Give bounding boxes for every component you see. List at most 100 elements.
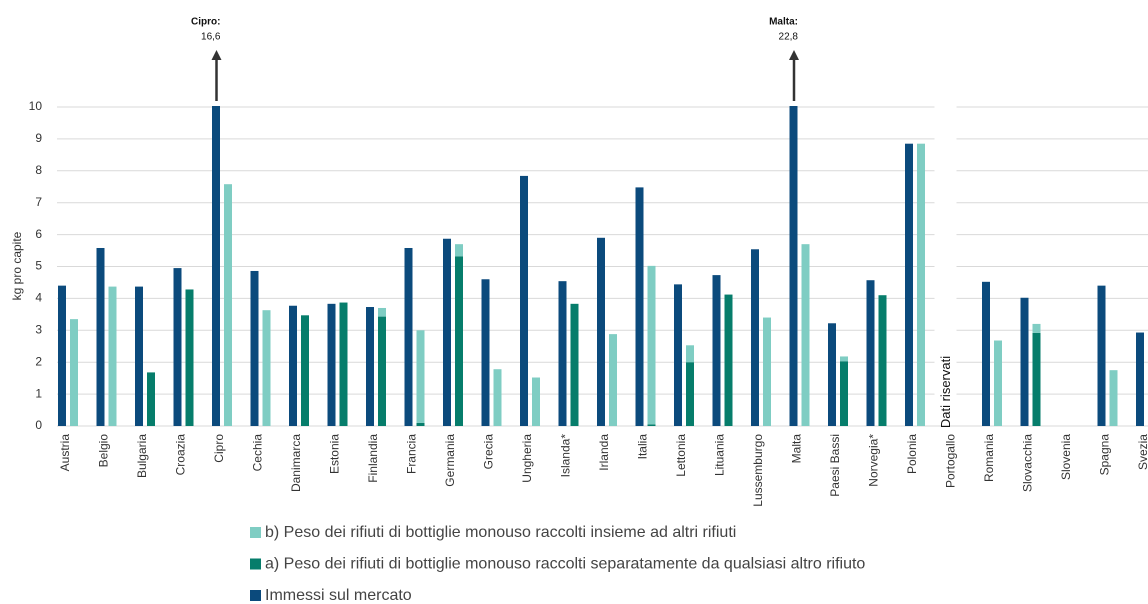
bar xyxy=(404,247,413,426)
bar xyxy=(905,143,913,426)
bar xyxy=(789,106,798,426)
stacked-bar xyxy=(416,330,425,423)
bar xyxy=(597,237,605,426)
stacked-bar xyxy=(378,316,386,426)
stacked-bar xyxy=(686,345,694,363)
stacked-bar xyxy=(416,422,425,426)
bar xyxy=(58,285,66,426)
legend-swatch xyxy=(250,527,261,538)
x-tick-label: Portogallo xyxy=(944,434,958,488)
x-tick-label: Polonia xyxy=(905,434,919,474)
x-tick-label: Lettonia xyxy=(674,434,688,477)
bar xyxy=(520,175,528,426)
stacked-bar xyxy=(801,244,810,426)
stacked-bar xyxy=(647,424,656,426)
x-tick-label: Ungheria xyxy=(520,434,534,483)
bar xyxy=(1020,297,1029,426)
x-tick-label: Grecia xyxy=(482,434,496,470)
y-tick-label: 4 xyxy=(35,291,42,305)
stacked-bar xyxy=(301,315,309,426)
stacked-bar xyxy=(686,362,694,426)
annotation-value: 16,6 xyxy=(201,32,221,43)
stacked-bar xyxy=(917,143,925,426)
x-tick-label: Svezia xyxy=(1136,434,1148,470)
x-tick-label: Slovenia xyxy=(1059,434,1073,480)
x-tick-label: Romania xyxy=(982,434,996,482)
x-tick-label: Croazia xyxy=(174,434,188,476)
bar xyxy=(443,238,451,426)
x-tick-label: Bulgaria xyxy=(135,434,149,478)
x-tick-label: Islanda* xyxy=(559,434,573,478)
bar xyxy=(327,303,336,426)
stacked-bar xyxy=(647,265,656,425)
y-tick-label: 3 xyxy=(35,322,42,336)
stacked-bar xyxy=(878,295,887,426)
bar xyxy=(866,280,875,426)
bar xyxy=(481,279,490,426)
x-tick-label: Germania xyxy=(443,434,457,487)
x-tick-label: Francia xyxy=(405,434,419,474)
x-tick-label: Irlanda xyxy=(597,434,611,471)
stacked-bar xyxy=(493,369,502,426)
y-tick-label: 2 xyxy=(35,354,42,368)
bar xyxy=(1097,285,1106,426)
y-tick-label: 0 xyxy=(35,418,42,432)
y-tick-label: 5 xyxy=(35,259,42,273)
stacked-bar xyxy=(1032,323,1041,333)
bar xyxy=(712,275,721,426)
x-tick-label: Cipro xyxy=(212,434,226,463)
x-tick-label: Danimarca xyxy=(289,434,303,492)
bar xyxy=(558,281,567,426)
bar xyxy=(1136,332,1144,426)
stacked-bar xyxy=(339,302,348,426)
stacked-bar xyxy=(1032,332,1041,426)
legend-label: b) Peso dei rifiuti di bottiglie monouso… xyxy=(265,524,736,541)
stacked-bar xyxy=(262,310,271,426)
stacked-bar xyxy=(455,256,463,426)
stacked-bar xyxy=(840,356,848,362)
arrow-head xyxy=(211,50,222,60)
y-tick-label: 10 xyxy=(29,99,43,113)
stacked-bar xyxy=(185,289,194,426)
x-tick-label: Austria xyxy=(58,434,72,472)
bar xyxy=(173,268,182,426)
x-tick-label: Malta xyxy=(790,434,804,464)
legend-swatch xyxy=(250,590,261,601)
stacked-bar xyxy=(840,361,848,426)
bar xyxy=(212,106,220,426)
plot xyxy=(58,106,1144,426)
bar xyxy=(751,249,759,426)
x-tick-label: Norvegia* xyxy=(867,434,881,487)
x-tick-label: Cechia xyxy=(251,434,265,472)
x-tick-label: Italia xyxy=(636,434,650,460)
y-tick-label: 8 xyxy=(35,163,42,177)
grid-gap xyxy=(934,103,957,424)
legend-label: Immessi sul mercato xyxy=(265,587,412,604)
stacked-bar xyxy=(609,334,617,426)
stacked-bar xyxy=(70,319,78,426)
bar xyxy=(635,187,644,426)
bar xyxy=(674,284,682,426)
stacked-bar xyxy=(147,372,155,426)
x-tick-label: Belgio xyxy=(97,434,111,468)
stacked-bar xyxy=(224,184,232,426)
stacked-bar xyxy=(724,294,733,426)
x-tick-label: Lituania xyxy=(713,434,727,476)
y-tick-label: 1 xyxy=(35,386,42,400)
bar xyxy=(289,305,297,426)
legend-label: a) Peso dei rifiuti di bottiglie monouso… xyxy=(265,556,865,573)
stacked-bar xyxy=(994,340,1002,426)
legend-swatch xyxy=(250,558,261,570)
y-tick-label: 6 xyxy=(35,227,42,241)
stacked-bar xyxy=(378,307,386,317)
bar xyxy=(96,247,105,426)
y-axis-label: kg pro capite xyxy=(10,231,24,300)
bar xyxy=(982,281,990,426)
x-tick-label: Slovacchia xyxy=(1021,434,1035,492)
y-tick-label: 9 xyxy=(35,131,42,145)
stacked-bar xyxy=(455,244,463,257)
stacked-bar xyxy=(1109,370,1118,426)
annotation-value: 22,8 xyxy=(779,32,799,43)
bar xyxy=(828,323,836,426)
